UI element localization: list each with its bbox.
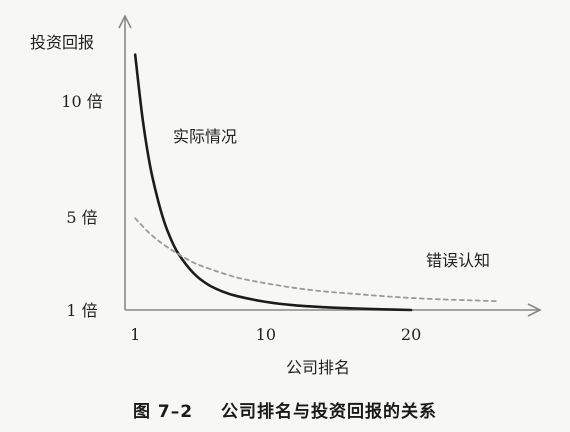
series-layer xyxy=(133,53,500,312)
y-tick-label: 10 倍 xyxy=(61,92,102,111)
figure-title: 公司排名与投资回报的关系 xyxy=(221,402,438,422)
figure-number: 图 7–2 xyxy=(132,402,194,422)
x-tick-label: 10 xyxy=(256,325,276,344)
figure-caption: 图 7–2 公司排名与投资回报的关系 xyxy=(0,397,570,422)
series-line-1 xyxy=(133,53,413,312)
x-tick-label: 20 xyxy=(401,325,421,344)
y-tick-label: 1 倍 xyxy=(66,301,97,320)
y-axis-label: 投资回报 xyxy=(30,33,94,52)
series-label-1: 实际情况 xyxy=(173,127,237,146)
x-tick-label: 1 xyxy=(130,325,140,344)
series-label-2: 错误认知 xyxy=(426,251,490,270)
x-axis-arrow xyxy=(527,303,542,317)
y-tick-label: 5 倍 xyxy=(66,208,97,227)
y-axis-arrow xyxy=(118,14,132,29)
series-line-2 xyxy=(134,217,500,303)
axes xyxy=(118,14,542,317)
x-axis-label: 公司排名 xyxy=(286,358,350,377)
